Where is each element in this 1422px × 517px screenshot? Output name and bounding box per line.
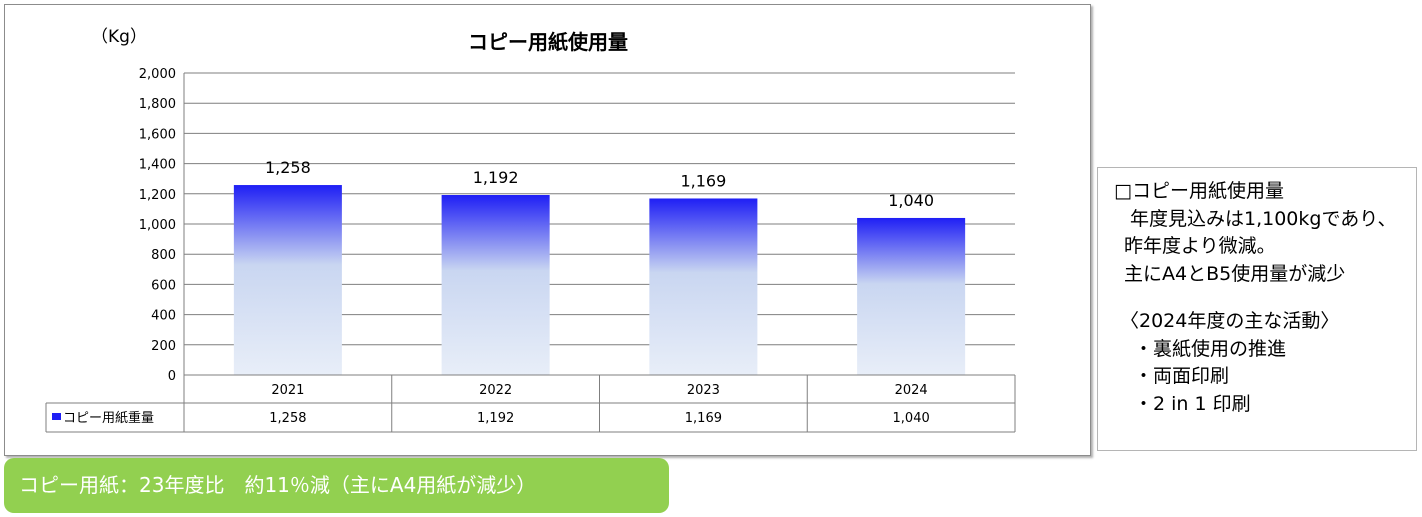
y-tick-label: 800	[151, 248, 176, 263]
activity-item: ・裏紙使用の推進	[1134, 337, 1287, 360]
y-tick-label: 400	[151, 309, 176, 324]
table-value: 1,258	[269, 411, 306, 426]
chart-title: コピー用紙使用量	[468, 30, 628, 54]
note-spacer	[1114, 288, 1416, 308]
bar	[441, 195, 550, 375]
y-tick-label: 600	[151, 278, 176, 293]
chart-frame: コピー用紙使用量 （Kg） 0 200 400 600 800 1,000 1,200 1,4…	[4, 4, 1091, 456]
x-tick-label: 2022	[479, 383, 512, 398]
bar	[233, 185, 342, 375]
bar-chart: コピー用紙使用量 （Kg） 0 200 400 600 800 1,000 1,200 1,4…	[45, 27, 1016, 433]
table-value: 1,040	[893, 411, 930, 426]
y-tick-label: 1,800	[139, 97, 176, 112]
y-tick-label: 0	[168, 369, 176, 384]
legend-label: コピー用紙重量	[63, 410, 154, 426]
summary-banner: コピー用紙：23年度比 約11％減（主にA4用紙が減少）	[4, 458, 669, 513]
bar	[857, 217, 966, 375]
data-label: 1,192	[473, 168, 519, 187]
bar	[649, 198, 758, 375]
data-label: 1,169	[680, 171, 726, 190]
y-tick-label: 1,400	[139, 158, 176, 173]
y-tick-label: 1,600	[139, 127, 176, 142]
note-heading: □コピー用紙使用量	[1114, 180, 1284, 202]
activities-title: 〈2024年度の主な活動〉	[1120, 310, 1340, 332]
y-tick-label: 2,000	[139, 67, 176, 82]
x-tick-label: 2024	[895, 383, 928, 398]
x-tick-label: 2023	[687, 383, 720, 398]
legend-swatch	[52, 413, 61, 420]
y-tick-label: 200	[151, 339, 176, 354]
y-tick-label: 1,000	[139, 218, 176, 233]
note-line: 主にA4とB5使用量が減少	[1124, 262, 1346, 285]
table-value: 1,169	[685, 411, 722, 426]
x-tick-label: 2021	[271, 383, 304, 398]
data-label: 1,040	[888, 191, 934, 210]
note-box: □コピー用紙使用量 年度見込みは1,100kgであり、 昨年度より微減。 主にA…	[1097, 167, 1417, 451]
y-tick-label: 1,200	[139, 188, 176, 203]
table-value: 1,192	[477, 411, 514, 426]
y-axis-unit-label: （Kg）	[91, 27, 147, 47]
activity-item: ・両面印刷	[1134, 365, 1230, 387]
activity-item: ・2 in 1 印刷	[1134, 392, 1251, 415]
note-line: 年度見込みは1,100kgであり、	[1130, 207, 1397, 230]
note-line: 昨年度より微減。	[1124, 235, 1276, 257]
data-label: 1,258	[265, 158, 311, 177]
